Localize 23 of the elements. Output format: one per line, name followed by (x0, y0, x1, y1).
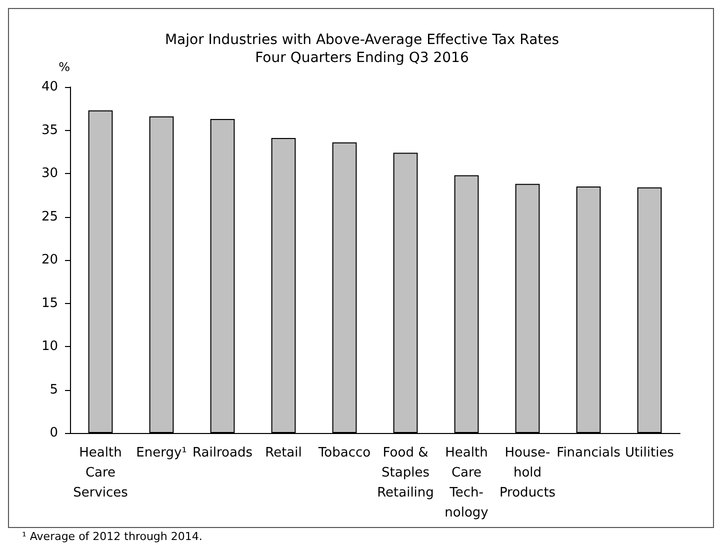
x-tick-label: Health Care Tech- nology (444, 446, 489, 520)
x-tick-label: Energy¹ (136, 446, 187, 460)
x-tick-label: Tobacco (317, 446, 371, 460)
x-tick-label: Utilities (625, 446, 674, 460)
y-tick-label: 40 (41, 80, 58, 94)
y-tick-label: 30 (41, 166, 58, 181)
y-tick-label: 15 (41, 296, 58, 311)
x-tick-label: Health Care Services (73, 446, 128, 500)
x-tick-label: Food & Staples Retailing (377, 446, 434, 500)
x-tick-label: Financials (556, 446, 621, 460)
y-tick-label: 0 (50, 426, 58, 440)
chart-title: Major Industries with Above-Average Effective Tax Rates (164, 32, 560, 48)
text: ¹ Average of 2012 through 2014. (22, 530, 202, 543)
x-tick-label: Railroads (192, 446, 253, 460)
chart-subtitle: Four Quarters Ending Q3 2016 (255, 50, 469, 66)
y-tick-label: 25 (41, 209, 58, 224)
y-tick-label: 35 (41, 122, 58, 138)
y-tick-label: 10 (41, 339, 58, 354)
x-tick-label: House- hold Products (499, 446, 556, 500)
y-axis-title: % (58, 60, 70, 74)
y-tick-label: 20 (41, 252, 58, 268)
y-tick-label: 5 (50, 382, 58, 398)
x-tick-label: Retail (265, 446, 302, 460)
